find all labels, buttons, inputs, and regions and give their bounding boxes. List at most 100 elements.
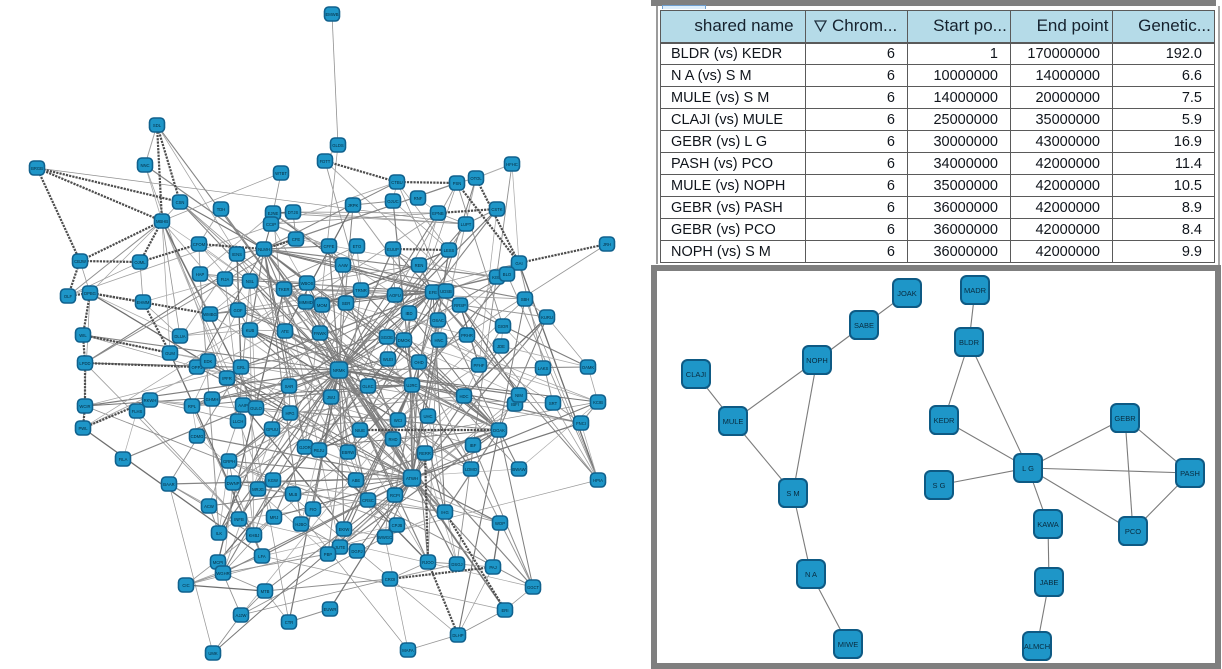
svg-text:N A: N A [805, 570, 817, 579]
svg-text:OHD: OHD [414, 360, 423, 365]
svg-text:MULE: MULE [723, 417, 744, 426]
svg-text:CROI: CROI [385, 577, 395, 582]
svg-text:SBH: SBH [521, 297, 530, 302]
svg-text:CDMG: CDMG [191, 434, 204, 439]
svg-text:OPPJ: OPPJ [192, 365, 203, 370]
svg-text:ERI: ERI [502, 608, 509, 613]
svg-text:PASH: PASH [1180, 469, 1200, 478]
svg-text:NIM: NIM [515, 393, 523, 398]
svg-text:ABE: ABE [352, 478, 361, 483]
svg-text:AAIP: AAIP [238, 403, 248, 408]
svg-text:FIO: FIO [310, 507, 318, 512]
svg-text:LESS: LESS [444, 248, 455, 253]
svg-text:AJJW: AJJW [236, 613, 247, 618]
svg-text:MOM: MOM [317, 303, 328, 308]
svg-text:WMBG: WMBG [203, 312, 217, 317]
svg-text:GPUU: GPUU [266, 427, 278, 432]
svg-text:GLKC: GLKC [362, 384, 373, 389]
svg-text:CBJW: CBJW [74, 259, 86, 264]
svg-text:GRPH: GRPH [223, 459, 235, 464]
svg-text:CCIP: CCIP [266, 222, 276, 227]
svg-text:EDK: EDK [204, 359, 213, 364]
svg-text:HJBO: HJBO [295, 522, 307, 527]
svg-text:OJUC: OJUC [387, 199, 398, 204]
svg-text:PEJU: PEJU [314, 448, 325, 453]
svg-text:KUB: KUB [246, 328, 255, 333]
svg-text:KCIB: KCIB [593, 400, 603, 405]
svg-text:OJML: OJML [134, 260, 146, 265]
svg-text:SRT: SRT [549, 401, 558, 406]
svg-text:CTBU: CTBU [391, 180, 402, 185]
svg-text:HNC: HNC [434, 338, 443, 343]
svg-text:ILK: ILK [216, 531, 222, 536]
svg-text:GGCT: GGCT [527, 585, 540, 590]
svg-text:KHBJ: KHBJ [249, 533, 260, 538]
svg-text:BLO: BLO [503, 272, 512, 277]
svg-text:KAWA: KAWA [1037, 520, 1059, 529]
svg-text:JDE: JDE [497, 344, 505, 349]
svg-text:LDMO: LDMO [465, 467, 478, 472]
svg-text:INFB: INFB [234, 517, 244, 522]
svg-text:PFHF: PFHF [474, 363, 485, 368]
svg-text:RPL: RPL [188, 404, 197, 409]
svg-text:WBOS: WBOS [301, 281, 314, 286]
svg-text:MTB: MTB [261, 589, 270, 594]
svg-text:CSTK: CSTK [491, 207, 502, 212]
svg-text:PCO: PCO [1125, 527, 1141, 536]
svg-text:SAR: SAR [285, 384, 294, 389]
svg-text:CPJB: CPJB [392, 523, 403, 528]
svg-text:RRSP: RRSP [454, 303, 466, 308]
svg-text:RKWH: RKWH [144, 398, 157, 403]
svg-text:ETO: ETO [353, 244, 362, 249]
svg-text:S M: S M [786, 489, 799, 498]
svg-text:NSL: NSL [246, 279, 255, 284]
svg-text:UJRC: UJRC [406, 383, 417, 388]
svg-text:DSGJ: DSGJ [451, 562, 462, 567]
svg-text:GHMH: GHMH [206, 397, 219, 402]
svg-text:HDC: HDC [459, 394, 468, 399]
svg-text:NOPH: NOPH [806, 356, 828, 365]
svg-text:DLHP: DLHP [452, 633, 463, 638]
svg-text:DOAK: DOAK [493, 428, 505, 433]
svg-text:EFE: EFE [429, 290, 437, 295]
svg-text:WOP: WOP [495, 521, 505, 526]
svg-text:IHG: IHG [441, 510, 448, 515]
svg-text:PSN: PSN [453, 181, 462, 186]
svg-text:CFE: CFE [292, 237, 301, 242]
svg-text:HAP: HAP [196, 272, 205, 277]
svg-text:LAKS: LAKS [538, 366, 549, 371]
svg-text:SABE: SABE [854, 321, 874, 330]
svg-text:OSAC: OSAC [432, 318, 444, 323]
svg-text:DPBG: DPBG [84, 291, 96, 296]
svg-text:IBF: IBF [470, 443, 477, 448]
svg-text:SDL: SDL [153, 123, 162, 128]
svg-text:MMMD: MMMD [299, 300, 313, 305]
svg-text:DWNP: DWNP [227, 481, 240, 486]
svg-text:L G: L G [1022, 464, 1034, 473]
svg-text:MIWE: MIWE [838, 640, 858, 649]
svg-text:PBP: PBP [324, 552, 333, 557]
svg-text:DLUA: DLUA [174, 334, 185, 339]
svg-text:UDSB: UDSB [440, 289, 452, 294]
svg-text:MBHB: MBHB [156, 219, 168, 224]
svg-text:ATE: ATE [281, 329, 289, 334]
svg-text:BRGB: BRGB [31, 166, 43, 171]
svg-text:FILA: FILA [119, 457, 128, 462]
svg-text:ATWH: ATWH [406, 476, 418, 481]
svg-text:NIUE: NIUE [355, 428, 365, 433]
svg-text:TDH: TDH [217, 207, 226, 212]
svg-text:FNCI: FNCI [576, 421, 586, 426]
svg-text:IBD: IBD [406, 311, 413, 316]
svg-text:NRMK: NRMK [333, 368, 346, 373]
svg-text:CTR: CTR [285, 620, 294, 625]
svg-text:EJNE: EJNE [268, 211, 279, 216]
svg-text:MCPI: MCPI [213, 560, 223, 565]
svg-text:LFA: LFA [258, 554, 266, 559]
svg-text:RCPI: RCPI [390, 493, 400, 498]
svg-text:GIOR: GIOR [498, 324, 509, 329]
svg-text:AAW: AAW [338, 263, 347, 268]
svg-text:CFFE: CFFE [324, 244, 335, 249]
svg-text:RHD: RHD [388, 437, 397, 442]
svg-text:PWL: PWL [78, 426, 88, 431]
svg-text:FNWK: FNWK [314, 331, 327, 336]
